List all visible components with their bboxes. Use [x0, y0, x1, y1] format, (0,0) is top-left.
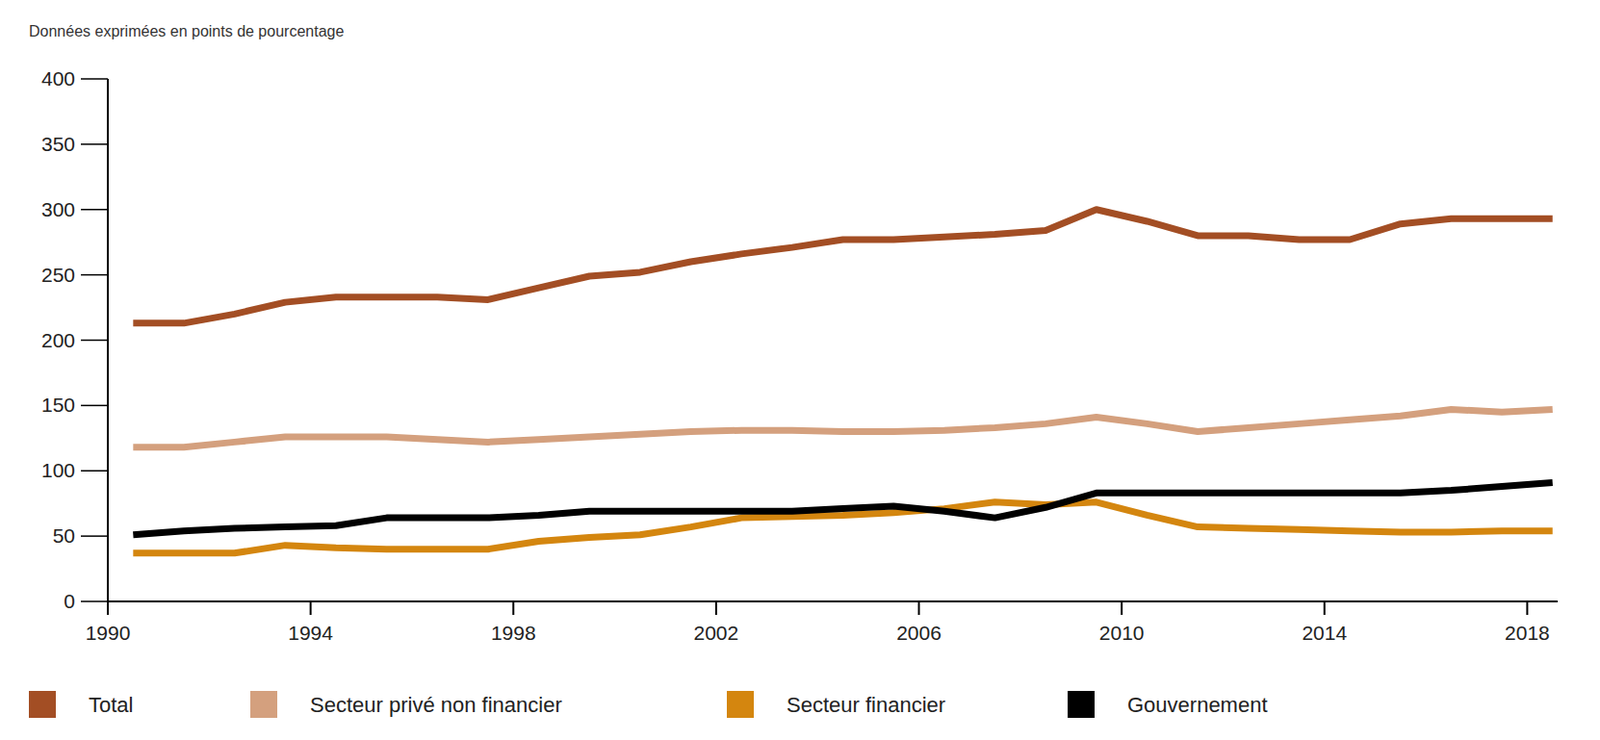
x-tick-label: 1994 [287, 621, 334, 645]
x-tick [106, 601, 109, 616]
y-tick [80, 600, 108, 603]
y-tick-label: 0 [63, 590, 76, 613]
y-tick [80, 405, 108, 408]
y-tick-label: 200 [41, 329, 76, 352]
series-line [132, 209, 1552, 324]
series-line [132, 409, 1552, 447]
y-tick-label: 350 [41, 132, 76, 155]
x-tick [512, 601, 515, 616]
legend-label: Gouvernement [1127, 693, 1268, 718]
legend-label: Total [88, 693, 133, 718]
legend-label: Secteur privé non financier [309, 693, 563, 718]
x-tick-label: 2002 [694, 621, 740, 645]
x-axis-line [107, 600, 1558, 603]
legend-swatch [250, 691, 278, 719]
legend-label: Secteur financier [786, 693, 946, 718]
x-tick-label: 1990 [85, 621, 131, 645]
subtitle: Données exprimées en points de pourcenta… [28, 23, 344, 40]
y-tick [80, 143, 108, 146]
x-tick-label: 2018 [1504, 621, 1550, 645]
y-tick [80, 339, 108, 342]
y-tick [80, 208, 108, 211]
y-tick-label: 150 [41, 393, 76, 416]
legend-swatch [726, 691, 754, 719]
y-tick-label: 250 [41, 263, 76, 286]
series-line [132, 482, 1552, 535]
x-tick [1525, 601, 1528, 616]
chart-svg: Données exprimées en points de pourcenta… [0, 0, 1600, 740]
y-tick [80, 535, 108, 538]
x-tick [1120, 601, 1123, 616]
y-tick [80, 77, 108, 80]
x-tick [309, 601, 312, 616]
x-tick-label: 1998 [490, 621, 537, 645]
y-tick-label: 50 [52, 524, 76, 547]
plot-area [132, 209, 1552, 554]
x-tick [715, 601, 718, 616]
x-tick [1323, 601, 1326, 616]
y-tick-label: 100 [41, 459, 76, 482]
legend-swatch [1067, 691, 1095, 719]
y-tick-label: 400 [41, 67, 76, 90]
y-tick [80, 470, 108, 473]
chart-container: Données exprimées en points de pourcenta… [0, 0, 1600, 740]
x-tick-label: 2006 [896, 621, 942, 645]
x-tick-label: 2010 [1099, 621, 1145, 645]
y-tick-label: 300 [41, 198, 76, 221]
y-tick [80, 274, 108, 277]
x-tick-label: 2014 [1301, 621, 1347, 645]
legend-swatch [28, 691, 56, 719]
x-tick [918, 601, 921, 616]
